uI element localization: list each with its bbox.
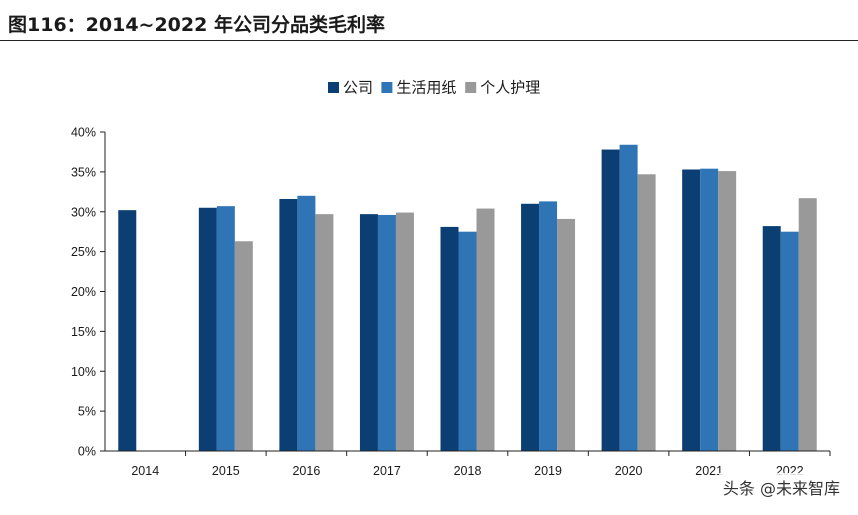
bar-个人护理-2019 — [557, 218, 576, 451]
x-tick-label: 2021 — [695, 464, 723, 478]
bar-个人护理-2021 — [718, 171, 737, 451]
bar-生活用纸-2019 — [539, 201, 558, 451]
bar-公司-2017 — [359, 214, 378, 451]
bar-公司-2022 — [762, 226, 781, 451]
bar-公司-2019 — [521, 203, 540, 451]
legend-swatch — [381, 82, 393, 93]
bar-生活用纸-2016 — [297, 195, 316, 451]
y-tick-label: 20% — [71, 285, 96, 299]
y-tick-label: 5% — [78, 405, 96, 419]
bar-生活用纸-2018 — [458, 231, 477, 451]
bar-个人护理-2018 — [476, 208, 495, 451]
figure-title: 图116：2014~2022 年公司分品类毛利率 — [8, 14, 385, 36]
watermark: 头条 @未来智库 — [718, 473, 844, 501]
bar-公司-2015 — [198, 207, 217, 451]
bar-个人护理-2017 — [395, 212, 414, 451]
bar-个人护理-2020 — [637, 174, 656, 451]
y-tick-label: 10% — [71, 365, 96, 379]
y-tick-label: 35% — [71, 165, 96, 179]
y-axis: 0% 5% 10% 15% 20% 25% 30% 35% 40% — [71, 126, 106, 459]
bar-公司-2021 — [682, 169, 701, 452]
x-tick-label: 2017 — [373, 464, 401, 478]
bar-生活用纸-2022 — [780, 231, 799, 451]
x-tick-label: 2020 — [615, 464, 643, 478]
legend-label: 生活用纸 — [396, 79, 456, 97]
bar-公司-2020 — [601, 149, 620, 452]
x-tick-label: 2016 — [292, 464, 320, 478]
x-tick-label: 2018 — [454, 464, 482, 478]
bars-group — [118, 144, 817, 452]
chart-legend: 公司 生活用纸 个人护理 — [328, 79, 540, 97]
y-tick-label: 0% — [78, 445, 96, 459]
legend-label: 个人护理 — [480, 79, 540, 97]
legend-label: 公司 — [343, 79, 373, 97]
y-tick-label: 30% — [71, 205, 96, 219]
bar-个人护理-2022 — [798, 198, 817, 451]
bar-生活用纸-2017 — [377, 214, 396, 451]
bar-生活用纸-2020 — [619, 144, 638, 451]
bar-个人护理-2016 — [315, 214, 334, 451]
x-tick-label: 2019 — [534, 464, 562, 478]
legend-swatch — [328, 82, 339, 93]
title-divider — [0, 40, 858, 41]
bar-生活用纸-2015 — [216, 206, 235, 451]
y-tick-label: 25% — [71, 245, 96, 259]
bar-公司-2018 — [440, 226, 459, 451]
y-tick-label: 40% — [71, 126, 96, 140]
bar-公司-2016 — [279, 198, 298, 451]
bar-个人护理-2015 — [234, 241, 253, 451]
x-tick-label: 2014 — [131, 464, 159, 478]
x-tick-label: 2015 — [212, 464, 240, 478]
bar-公司-2014 — [118, 210, 137, 451]
bar-生活用纸-2021 — [700, 168, 719, 451]
y-tick-label: 15% — [71, 325, 96, 339]
legend-swatch — [465, 82, 477, 93]
x-axis: 2014 2015 2016 2017 2018 2019 2020 2021 2022 — [105, 450, 831, 478]
